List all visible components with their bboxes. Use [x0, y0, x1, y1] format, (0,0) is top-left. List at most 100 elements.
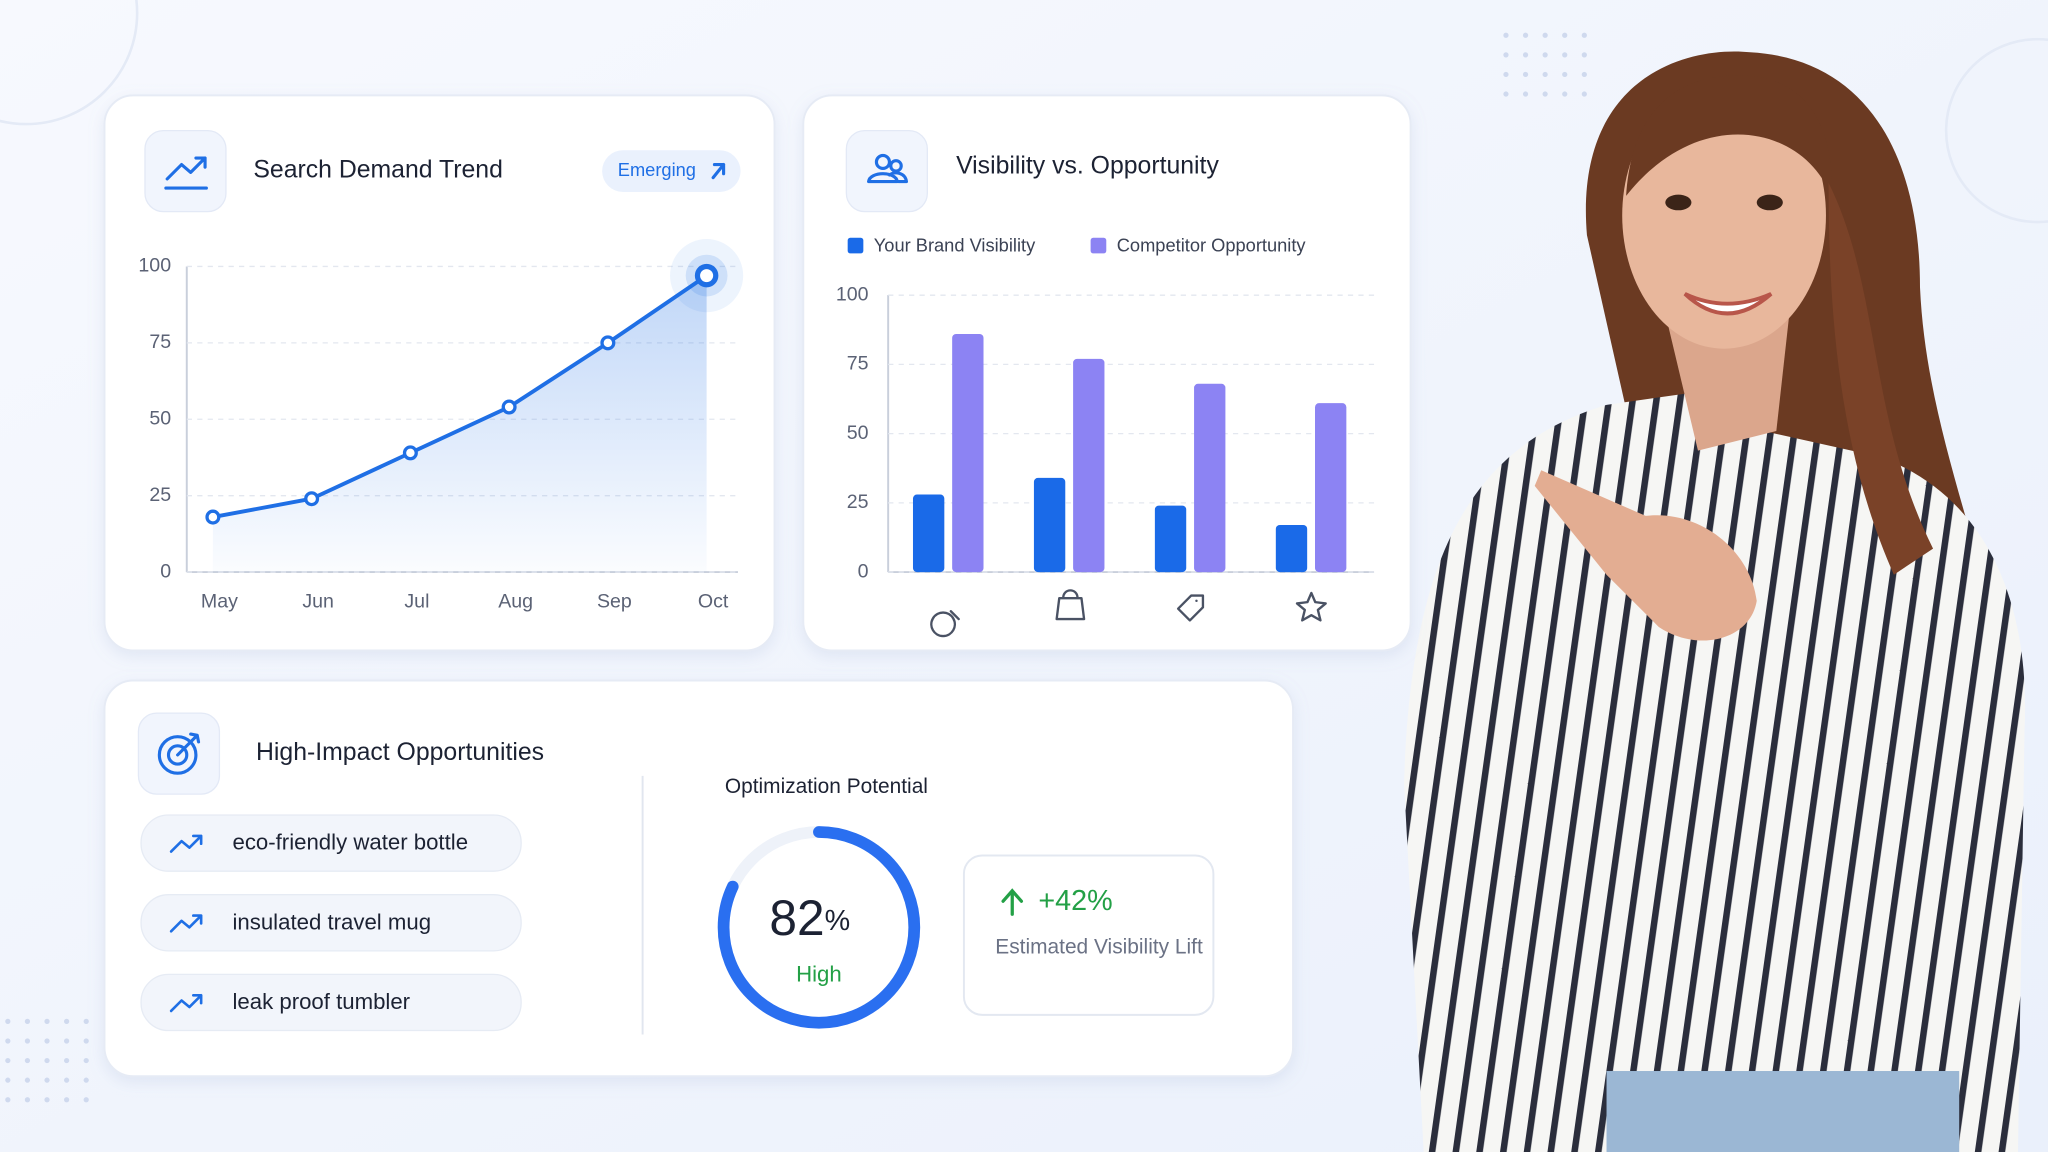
bar — [1073, 358, 1105, 573]
dot — [83, 1057, 89, 1064]
gauge-rating: High — [796, 962, 842, 987]
point — [600, 335, 616, 351]
y-tick-label: 75 — [149, 331, 171, 353]
legend-swatch — [847, 237, 864, 254]
x-tick-label: Oct — [698, 590, 729, 612]
decor-ring — [1944, 37, 2048, 224]
dot — [24, 1057, 31, 1064]
dot — [1522, 52, 1529, 58]
legend-label: Your Brand Visibility — [874, 235, 1036, 256]
dot — [5, 1057, 11, 1064]
opportunity-label: leak proof tumbler — [232, 989, 410, 1014]
y-tick-label: 0 — [858, 560, 869, 582]
card-title: Search Demand Trend — [253, 157, 502, 184]
x-tick-label: Jun — [302, 590, 334, 612]
category-icon — [1295, 591, 1327, 622]
bar — [1315, 403, 1347, 573]
opportunity-pill[interactable] — [140, 894, 522, 952]
lift-label-box: Estimated Visibility Lift — [995, 936, 1203, 959]
dot — [64, 1077, 70, 1083]
up-arrow — [1001, 888, 1024, 916]
dot — [1522, 71, 1529, 78]
badge-arrow — [711, 163, 726, 180]
dot — [64, 1038, 70, 1044]
dot — [5, 1097, 11, 1103]
dot — [1581, 71, 1587, 78]
x-tick-label: Aug — [498, 590, 533, 612]
legend-label: Competitor Opportunity — [1117, 235, 1307, 256]
opportunity-label: insulated travel mug — [232, 909, 431, 934]
dot — [1581, 91, 1587, 97]
users-icon — [867, 153, 909, 184]
y-tick-label: 50 — [149, 407, 171, 429]
gauge-value: 82% — [769, 890, 850, 946]
point — [304, 491, 320, 507]
point — [402, 445, 418, 461]
person-illustration — [1404, 51, 2026, 1152]
dot — [44, 1038, 50, 1044]
badge-label: Emerging — [618, 159, 696, 180]
badge[interactable] — [602, 150, 741, 192]
bar — [1275, 525, 1308, 573]
dot — [24, 1018, 31, 1024]
decor-dots — [5, 32, 1587, 1103]
dot — [64, 1018, 70, 1024]
y-tick-label: 0 — [160, 560, 171, 582]
trend-icon — [169, 914, 203, 933]
lift-box — [962, 854, 1215, 1016]
y-tick-label: 100 — [138, 255, 171, 277]
category-icon — [1055, 589, 1086, 621]
dot — [83, 1038, 89, 1044]
dot — [1562, 32, 1568, 38]
dot — [5, 1018, 11, 1024]
dot — [1522, 32, 1529, 38]
dot — [24, 1038, 31, 1044]
dot — [5, 1038, 11, 1044]
dot — [83, 1018, 89, 1024]
x-tick-label: May — [201, 590, 238, 612]
category-icon — [1176, 594, 1205, 622]
x-tick-label: Sep — [597, 590, 632, 612]
dot — [44, 1097, 50, 1103]
dot — [44, 1077, 50, 1083]
bar — [952, 333, 984, 573]
dot — [1542, 52, 1548, 58]
bar — [1033, 477, 1066, 573]
bar — [1154, 505, 1187, 573]
dot — [1542, 91, 1548, 97]
dot — [83, 1077, 89, 1083]
gauge-unit: % — [825, 905, 851, 937]
card-title: Visibility vs. Opportunity — [956, 153, 1219, 180]
point — [205, 509, 221, 525]
bar — [1194, 383, 1226, 573]
lift-value: +42% — [1038, 885, 1112, 917]
dot — [1562, 91, 1568, 97]
dot — [44, 1018, 50, 1024]
dot — [24, 1077, 31, 1083]
trend-icon — [169, 834, 203, 853]
area — [212, 275, 707, 573]
trend-icon — [164, 156, 208, 190]
gauge-arc — [717, 826, 921, 1029]
dot — [64, 1097, 70, 1103]
y-tick-label: 25 — [847, 491, 869, 513]
bar — [912, 494, 945, 573]
dot — [1503, 71, 1509, 78]
icon-box — [144, 129, 227, 213]
card-title: High-Impact Opportunities — [256, 739, 544, 766]
decor-ring — [0, 0, 139, 126]
opportunity-label: eco-friendly water bottle — [232, 830, 468, 855]
dot — [1542, 32, 1548, 38]
lift-label: Estimated Visibility Lift — [995, 936, 1203, 959]
dot — [1581, 32, 1587, 38]
opportunity-pill[interactable] — [140, 973, 522, 1032]
dot — [5, 1077, 11, 1083]
dot — [1562, 52, 1568, 58]
target-icon — [157, 732, 201, 775]
dot — [1503, 32, 1509, 38]
opportunity-pill[interactable] — [140, 814, 522, 872]
potential-title: Optimization Potential — [725, 775, 928, 798]
point — [501, 399, 517, 415]
